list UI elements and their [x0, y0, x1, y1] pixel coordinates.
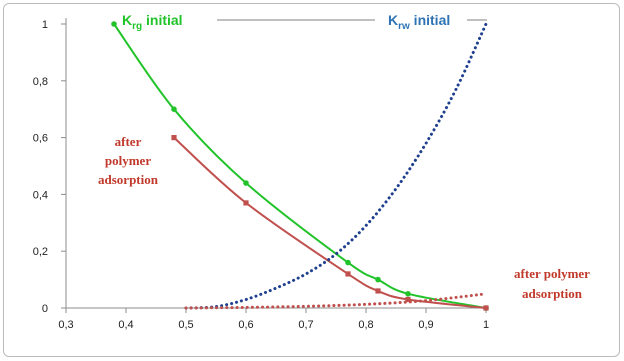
krg-after-label-line3: adsorption: [98, 172, 159, 187]
series-krw_after_polymer: [184, 292, 488, 310]
series-layer: [111, 21, 489, 311]
data-point: [375, 288, 381, 294]
data-point: [375, 276, 381, 283]
y-tick-label: 0,8: [33, 76, 48, 88]
series-line-krw_after_polymer: [184, 292, 488, 310]
data-point: [405, 296, 411, 303]
x-tick-label: 1: [483, 319, 489, 331]
series-line-krg_after_polymer: [173, 136, 487, 309]
x-tick-label: 0,5: [178, 319, 193, 331]
krg-after-label-line2: polymer: [105, 153, 151, 168]
data-point: [345, 259, 351, 266]
krg-initial-label-sub: rg: [132, 21, 142, 32]
krw-initial-label-main: K: [388, 12, 398, 28]
axes: 0,3 0,4 0,5 0,6 0,7 0,8 0,9 1 0 0,2 0,4 0,6 0,8 1: [33, 18, 489, 331]
series-krg_initial: [111, 21, 489, 311]
data-point: [483, 305, 489, 311]
krg-initial-label: Krg initial: [122, 12, 183, 32]
y-tick-label: 0,2: [33, 246, 48, 258]
data-point: [243, 180, 249, 186]
data-point: [111, 21, 117, 27]
krw-after-label-line1: after polymer: [514, 266, 590, 281]
y-tick-label: 1: [42, 19, 48, 31]
data-point: [405, 291, 411, 297]
data-point: [345, 271, 351, 277]
x-tick-label: 0,6: [238, 319, 253, 331]
x-tick-label: 0,7: [298, 319, 313, 331]
y-tick-label: 0: [42, 303, 48, 315]
y-tick-label: 0,4: [33, 189, 48, 201]
krg-initial-label-main: K: [122, 12, 132, 28]
y-tick-label: 0,6: [33, 133, 48, 145]
krg-initial-label-suffix: initial: [142, 12, 182, 28]
data-point: [171, 135, 177, 141]
series-line-krw_initial: [184, 22, 488, 310]
x-tick-label: 0,8: [358, 319, 373, 331]
data-point: [243, 200, 249, 206]
krw-initial-label-sub: rw: [398, 21, 410, 32]
data-point: [171, 106, 177, 112]
krg-after-label-line1: after: [115, 134, 142, 149]
x-tick-label: 0,9: [418, 319, 433, 331]
x-tick-label: 0,4: [118, 319, 133, 331]
series-krw_initial: [184, 22, 488, 310]
chart-frame: [3, 3, 620, 357]
series-line-krg_initial: [113, 23, 487, 309]
krw-after-label-line2: adsorption: [522, 286, 583, 301]
series-krg_after_polymer: [171, 135, 489, 311]
krw-initial-label-suffix: initial: [410, 12, 450, 28]
x-tick-label: 0,3: [58, 319, 73, 331]
krw-initial-label: Krw initial: [388, 12, 450, 32]
